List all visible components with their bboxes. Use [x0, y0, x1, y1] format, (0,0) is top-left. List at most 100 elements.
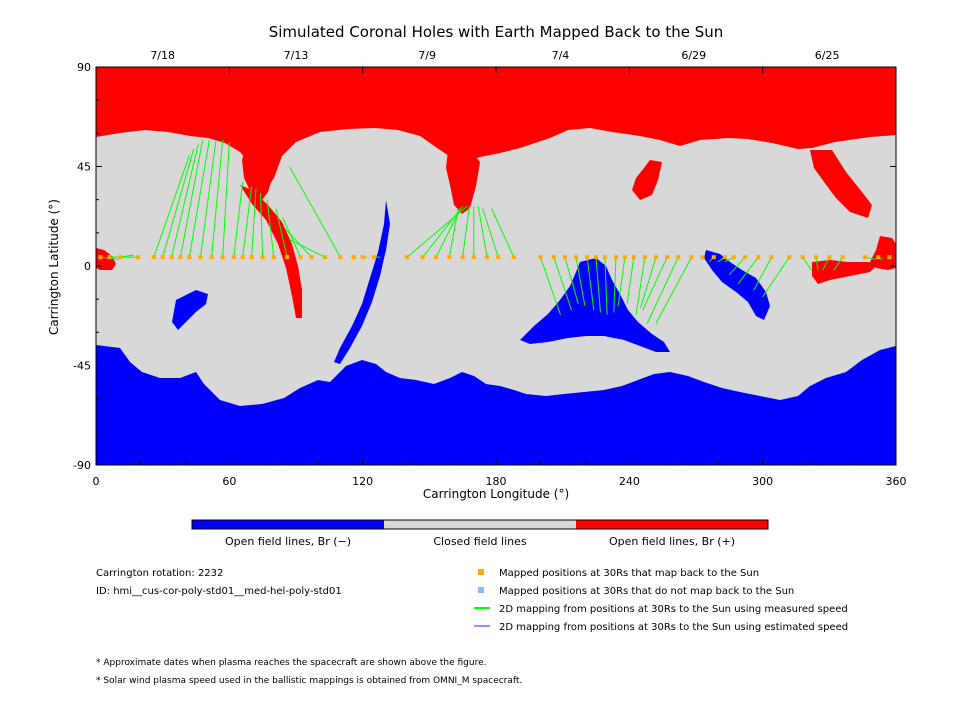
negative-patch-lon-50 — [172, 290, 208, 330]
mapped-point — [769, 255, 774, 260]
north-extension-near-lon-340 — [810, 150, 872, 218]
colorbar: Open field lines, Br (−) Closed field li… — [191, 519, 769, 548]
positive-patch-lon-330 — [812, 260, 878, 284]
mapping-line — [635, 257, 646, 315]
mapping-line — [275, 208, 288, 258]
mapping-line — [737, 256, 759, 284]
note-dates: * Approximate dates when plasma reaches … — [96, 658, 487, 668]
south-polar-negative-region — [96, 345, 896, 465]
legend-estimated-label: 2D mapping from positions at 30Rs to the… — [499, 622, 848, 633]
mapped-point — [240, 255, 245, 260]
mapping-line — [655, 256, 692, 324]
date-tick-label: 7/9 — [418, 49, 436, 62]
mapping-line — [646, 256, 679, 324]
positive-streamer-lon-85 — [240, 185, 302, 318]
mapped-point — [742, 255, 747, 260]
mapped-point — [551, 255, 556, 260]
mapping-line — [639, 257, 657, 309]
mapping-line — [539, 256, 561, 315]
mapped-point — [471, 255, 476, 260]
mapping-line — [233, 181, 244, 258]
x-tick-label: 300 — [752, 475, 773, 488]
mapping-line — [604, 257, 608, 315]
positive-patch-lon-355 — [870, 236, 896, 270]
mapped-point — [840, 255, 845, 260]
x-tick-label: 180 — [486, 475, 507, 488]
date-tick-label: 7/4 — [552, 49, 570, 62]
mapped-point — [814, 255, 818, 260]
legend-mapped-label: Mapped positions at 30Rs that map back t… — [499, 568, 759, 579]
mapping-line — [422, 205, 464, 258]
x-tick-label: 240 — [619, 475, 640, 488]
mapped-point — [178, 255, 183, 260]
negative-hole-lon-230 — [520, 258, 670, 352]
mapped-point — [151, 255, 156, 260]
mapping-line — [179, 139, 204, 258]
mapping-line — [259, 193, 264, 258]
mapped-point — [614, 255, 618, 260]
y-axis-label: Carrington Latitude (°) — [47, 199, 61, 335]
mapping-line — [284, 228, 312, 258]
mapping-line — [120, 254, 134, 258]
mapped-point — [756, 255, 761, 260]
mapping-line — [289, 239, 326, 258]
x-tick-label: 0 — [93, 475, 100, 488]
mapping-line — [222, 142, 230, 258]
mapped-point — [371, 255, 376, 260]
mapped-point — [787, 255, 792, 260]
mapping-line — [728, 256, 746, 276]
date-tick-label: 6/29 — [681, 49, 706, 62]
mapped-point — [862, 255, 867, 260]
mapping-line — [833, 256, 844, 271]
mapped-point — [351, 255, 356, 260]
legend-mapped-marker — [478, 569, 484, 575]
mapping-line — [482, 208, 499, 258]
mapped-point — [460, 255, 465, 260]
chart-title: Simulated Coronal Holes with Earth Mappe… — [269, 23, 724, 41]
mapped-point — [249, 255, 254, 260]
mapped-point — [405, 255, 410, 260]
mapped-point — [689, 255, 694, 260]
mapped-point — [447, 255, 452, 260]
colorbar-label-closed: Closed field lines — [433, 535, 527, 548]
mapping-line — [266, 199, 275, 258]
mapped-point — [360, 255, 365, 260]
mapped-point — [338, 255, 343, 260]
mapped-point — [298, 255, 303, 260]
mapping-line — [564, 257, 579, 304]
mapped-point — [731, 255, 736, 260]
coronal-hole-map — [96, 67, 896, 465]
mapping-line — [448, 208, 459, 258]
note-speed-source: * Solar wind plasma speed used in the ba… — [96, 676, 522, 686]
mapped-point — [187, 255, 192, 260]
mapping-line — [199, 139, 217, 258]
mapped-point — [209, 255, 214, 260]
mapping-line — [553, 256, 573, 311]
date-tick-label: 7/18 — [150, 49, 175, 62]
mapped-point — [511, 255, 516, 260]
mapping-line — [586, 257, 595, 311]
mapped-point — [496, 255, 501, 260]
mapping-line — [242, 186, 253, 258]
mapping-line — [802, 256, 812, 271]
x-tick-label: 360 — [886, 475, 907, 488]
y-tick-label: 90 — [77, 61, 91, 74]
colorbar-label-negative: Open field lines, Br (−) — [225, 535, 351, 548]
negative-patch-lon-290 — [704, 250, 770, 320]
mapping-line — [822, 256, 830, 271]
mapping-line — [282, 217, 301, 258]
mapping-line — [595, 257, 601, 313]
mapped-point — [562, 255, 567, 260]
colorbar-positive-segment — [576, 520, 768, 529]
mapped-point — [876, 255, 881, 260]
mapped-point — [107, 255, 112, 260]
mapped-point — [665, 255, 670, 260]
mapping-line — [162, 148, 195, 258]
colorbar-frame — [191, 519, 769, 530]
legend-measured-label: 2D mapping from positions at 30Rs to the… — [499, 604, 848, 615]
x-tick-label: 120 — [352, 475, 373, 488]
colorbar-closed-segment — [384, 520, 576, 529]
colorbar-label-positive: Open field lines, Br (+) — [609, 535, 735, 548]
mapped-point — [271, 255, 276, 260]
